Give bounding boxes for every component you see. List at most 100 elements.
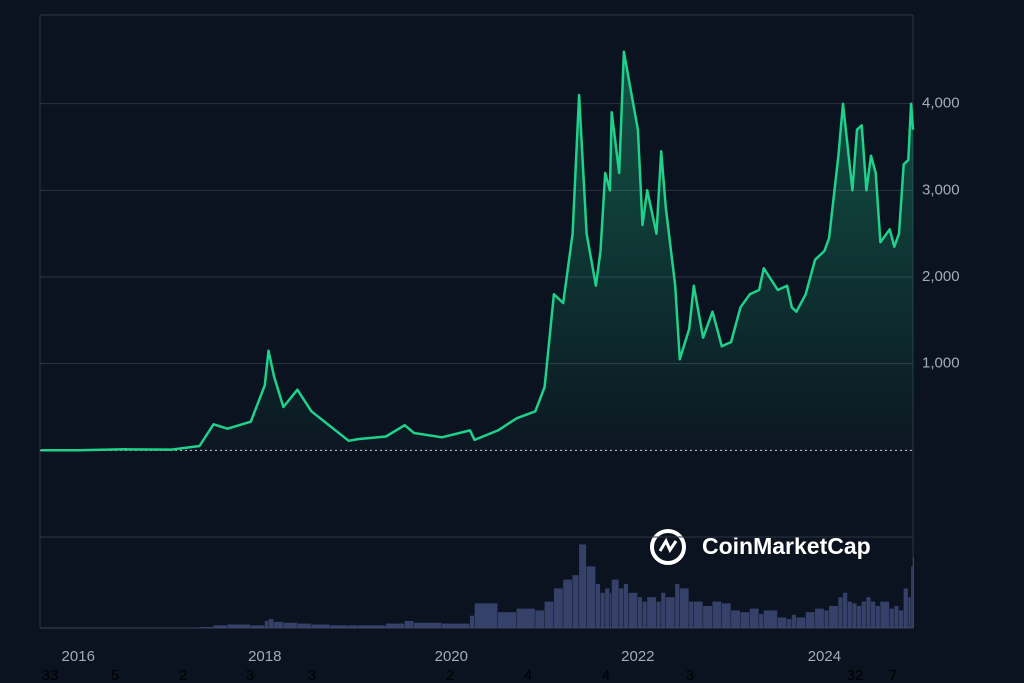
volume-bar bbox=[600, 592, 605, 628]
volume-bar bbox=[875, 606, 880, 628]
volume-bar bbox=[857, 606, 862, 628]
volume-bar bbox=[348, 625, 358, 628]
volume-bar bbox=[805, 612, 815, 628]
footer-fragment: 3 bbox=[246, 667, 254, 683]
volume-bar bbox=[852, 603, 857, 628]
volume-bar bbox=[264, 620, 269, 628]
x-tick-label: 2024 bbox=[808, 648, 841, 665]
x-tick-label: 2016 bbox=[62, 648, 95, 665]
volume-bar bbox=[889, 608, 894, 628]
volume-bar bbox=[628, 592, 638, 628]
volume-bar bbox=[665, 597, 675, 628]
volume-bar bbox=[712, 601, 722, 628]
volume-bar bbox=[899, 610, 904, 628]
volume-bar bbox=[642, 601, 647, 628]
volume-bar bbox=[619, 588, 624, 628]
footer-fragment: 5 bbox=[111, 667, 119, 683]
volume-bar bbox=[414, 622, 442, 628]
volume-bar bbox=[763, 610, 778, 628]
volume-bar bbox=[838, 597, 843, 628]
volume-bar bbox=[595, 584, 601, 628]
volume-bar bbox=[274, 621, 283, 628]
volume-bar bbox=[572, 575, 579, 628]
y-tick-label: 2,000 bbox=[922, 268, 960, 285]
volume-bar bbox=[829, 606, 838, 628]
volume-bar bbox=[358, 625, 386, 628]
volume-bar bbox=[386, 623, 405, 628]
volume-bar bbox=[866, 597, 871, 628]
volume-bar bbox=[894, 606, 899, 628]
footer-fragment: 4 bbox=[524, 667, 532, 683]
volume-bar bbox=[535, 610, 545, 628]
volume-bar bbox=[268, 619, 274, 628]
volume-bar bbox=[474, 603, 498, 628]
price-area bbox=[40, 51, 913, 451]
volume-bar bbox=[847, 601, 852, 628]
y-tick-label: 4,000 bbox=[922, 95, 960, 112]
volume-bar bbox=[661, 592, 666, 628]
volume-bar bbox=[749, 608, 759, 628]
logo-mark bbox=[658, 537, 678, 554]
volume-bar bbox=[861, 601, 866, 628]
volume-bar bbox=[787, 619, 792, 628]
volume-bar bbox=[908, 597, 911, 628]
y-tick-label: 3,000 bbox=[922, 181, 960, 198]
volume-bar bbox=[731, 610, 740, 628]
x-tick-label: 2018 bbox=[248, 648, 281, 665]
logo bbox=[650, 529, 686, 565]
price-line bbox=[40, 50, 915, 452]
volume-bar bbox=[871, 601, 876, 628]
volume-bar bbox=[796, 617, 806, 628]
volume-bar bbox=[815, 608, 824, 628]
volume-bar bbox=[679, 588, 689, 628]
volume-bar bbox=[283, 622, 297, 628]
volume-bar bbox=[311, 624, 330, 628]
volume-bar bbox=[586, 566, 596, 628]
volume-bar bbox=[903, 588, 908, 628]
volume-bar bbox=[647, 597, 657, 628]
volume-bar bbox=[693, 601, 703, 628]
volume-bar bbox=[703, 606, 712, 628]
volume-bar bbox=[579, 544, 587, 628]
volume-bar bbox=[656, 601, 661, 628]
volume-bar bbox=[609, 592, 612, 628]
volume-bar bbox=[721, 603, 731, 628]
volume-bar bbox=[843, 592, 848, 628]
volume-bar bbox=[544, 601, 554, 628]
footer-fragment: 2 bbox=[446, 667, 454, 683]
volume-bar bbox=[675, 584, 680, 628]
volume-bar bbox=[623, 584, 629, 628]
volume-bar bbox=[469, 615, 475, 628]
volume-bar bbox=[913, 557, 914, 628]
footer-fragment: 2 bbox=[179, 667, 187, 683]
volume-bar bbox=[497, 612, 517, 628]
volume-bar bbox=[213, 625, 227, 628]
volume-bar bbox=[404, 620, 414, 628]
volume-bar bbox=[297, 623, 311, 628]
volume-bar bbox=[759, 613, 764, 628]
x-tick-label: 2020 bbox=[435, 648, 468, 665]
footer-fragment: 7 bbox=[889, 667, 897, 683]
volume-bar bbox=[637, 597, 643, 628]
volume-bar bbox=[553, 588, 563, 628]
volume-bar bbox=[330, 625, 349, 628]
volume-bar bbox=[441, 623, 470, 628]
footer-fragment: 3 bbox=[686, 667, 694, 683]
volume-bar bbox=[791, 614, 796, 628]
footer-fragment: 32 bbox=[847, 667, 864, 683]
volume-bar bbox=[563, 579, 573, 628]
volume-bar bbox=[605, 588, 610, 628]
x-tick-label: 2022 bbox=[621, 648, 654, 665]
footer-fragment: 3 bbox=[308, 667, 316, 683]
volume-bar bbox=[689, 601, 694, 628]
volume-bar bbox=[777, 617, 787, 628]
volume-bar bbox=[740, 612, 750, 628]
volume-bar bbox=[516, 608, 535, 628]
volume-bar bbox=[250, 625, 265, 628]
y-tick-label: 1,000 bbox=[922, 355, 960, 372]
footer-fragment: 33 bbox=[42, 667, 59, 683]
volume-bar bbox=[611, 579, 619, 628]
footer-fragment: 4 bbox=[602, 667, 610, 683]
